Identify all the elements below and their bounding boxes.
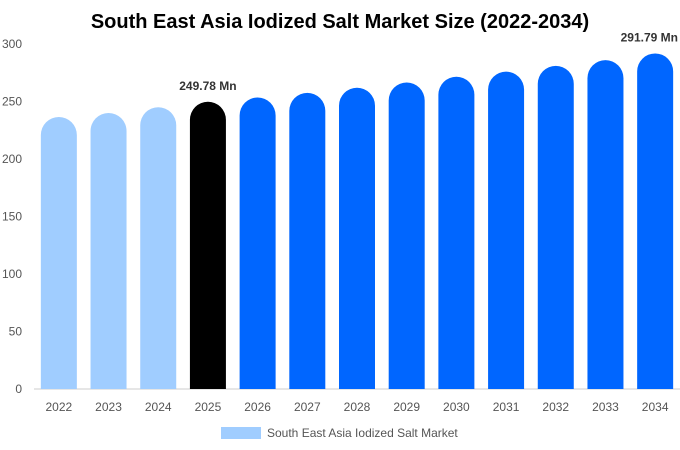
bar-2032 xyxy=(537,65,574,389)
x-tick-label: 2034 xyxy=(642,400,669,414)
y-tick-label: 0 xyxy=(15,382,22,396)
legend: South East Asia Iodized Salt Market xyxy=(221,426,458,440)
y-tick-label: 250 xyxy=(2,95,22,109)
x-tick-label: 2028 xyxy=(344,400,371,414)
bar-2023 xyxy=(90,113,127,389)
x-tick-label: 2022 xyxy=(45,400,72,414)
x-tick-label: 2024 xyxy=(145,400,172,414)
legend-label: South East Asia Iodized Salt Market xyxy=(267,426,458,440)
bar-2031 xyxy=(488,71,525,389)
bar-2026 xyxy=(239,97,276,389)
x-tick-label: 2030 xyxy=(443,400,470,414)
y-tick-label: 150 xyxy=(2,210,22,224)
x-tick-label: 2027 xyxy=(294,400,321,414)
y-tick-label: 200 xyxy=(2,152,22,166)
bar-2034 xyxy=(637,53,674,389)
x-tick-label: 2023 xyxy=(95,400,122,414)
bar-2024 xyxy=(140,107,177,389)
x-tick-label: 2029 xyxy=(393,400,420,414)
y-axis: 0 50 100 150 200 250 300 xyxy=(2,37,22,396)
y-tick-label: 50 xyxy=(9,325,23,339)
bar-2027 xyxy=(289,92,326,389)
chart-title: South East Asia Iodized Salt Market Size… xyxy=(91,11,589,33)
bar-2025 xyxy=(189,101,226,390)
bar-2022 xyxy=(40,117,77,389)
x-axis: 2022 2023 2024 2025 2026 2027 2028 2029 2030 2031… xyxy=(45,400,668,414)
x-tick-label: 2026 xyxy=(244,400,271,414)
bar-2028 xyxy=(339,87,375,389)
y-tick-label: 100 xyxy=(2,267,22,281)
y-tick-label: 300 xyxy=(2,37,22,51)
x-tick-label: 2033 xyxy=(592,400,619,414)
bar-2029 xyxy=(388,82,425,389)
x-tick-label: 2032 xyxy=(542,400,569,414)
legend-swatch xyxy=(221,427,261,439)
x-tick-label: 2031 xyxy=(493,400,520,414)
bar-2030 xyxy=(438,76,475,390)
bar-2033 xyxy=(587,60,624,389)
bars-group xyxy=(40,53,674,390)
x-tick-label: 2025 xyxy=(195,400,222,414)
data-label: 291.79 Mn xyxy=(621,30,678,44)
data-labels: 249.78 Mn 291.79 Mn xyxy=(179,30,678,92)
data-label: 249.78 Mn xyxy=(179,79,236,93)
